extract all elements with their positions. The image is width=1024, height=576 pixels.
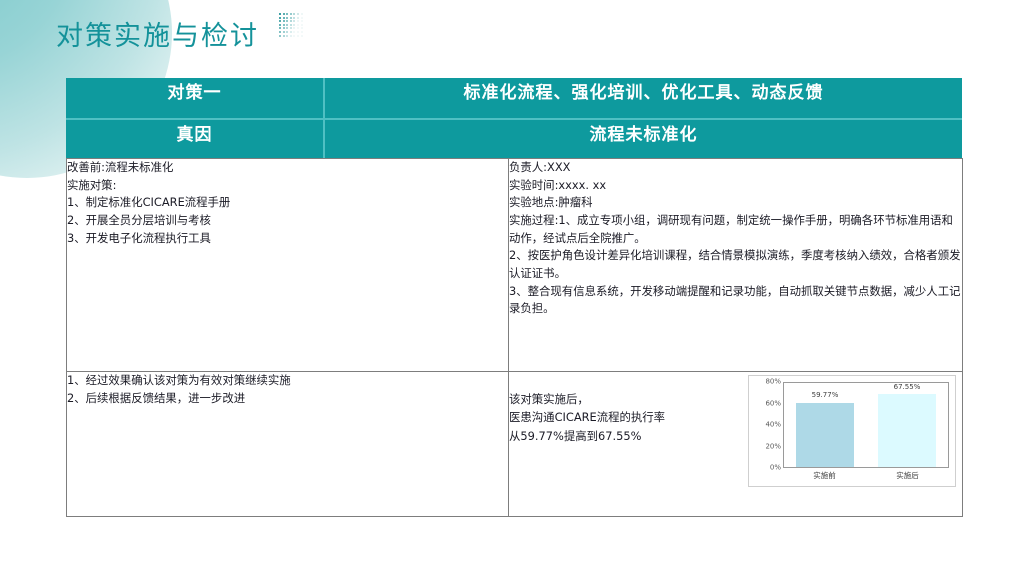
grid-dot xyxy=(282,13,285,15)
grid-dot xyxy=(286,16,289,19)
grid-dot xyxy=(293,13,296,15)
grid-dot xyxy=(289,31,292,33)
grid-dot xyxy=(297,31,299,33)
chart-bar xyxy=(796,402,854,467)
countermeasure-body-table: 改善前:流程未标准化 实施对策: 1、制定标准化CICARE流程手册 2、开展全… xyxy=(66,158,963,517)
header-label-rootcause: 真因 xyxy=(66,119,325,160)
chart-bar-wrap: 59.77% xyxy=(796,383,854,467)
chart-bars: 59.77% 67.55% xyxy=(784,383,948,467)
grid-dot xyxy=(282,27,285,30)
effect-summary-text: 该对策实施后， 医患沟通CICARE流程的执行率 从59.77%提高到67.55… xyxy=(509,391,666,443)
grid-dot xyxy=(282,16,285,19)
chart-y-axis-labels: 80% 60% 40% 20% 0% xyxy=(751,378,781,472)
grid-dot xyxy=(300,31,303,33)
chart-bar xyxy=(878,394,936,467)
chart-data-label: 67.55% xyxy=(893,382,921,391)
countermeasure-table: 对策一 标准化流程、强化培训、优化工具、动态反馈 真因 流程未标准化 xyxy=(66,78,962,160)
grid-dot xyxy=(289,34,292,37)
table-row: 改善前:流程未标准化 实施对策: 1、制定标准化CICARE流程手册 2、开展全… xyxy=(66,158,963,372)
grid-dot xyxy=(282,23,285,26)
grid-dot xyxy=(297,16,299,19)
grid-dot xyxy=(279,23,281,26)
header-value-rootcause: 流程未标准化 xyxy=(324,119,962,160)
dot-grid-decoration xyxy=(279,13,303,37)
chart-bar-wrap: 67.55% xyxy=(878,383,936,467)
grid-dot xyxy=(297,27,299,30)
grid-dot xyxy=(289,20,292,23)
cell-implementation-detail: 负责人:XXX 实验时间:xxxx. xx 实验地点:肿瘤科 实施过程:1、成立… xyxy=(508,158,963,372)
grid-dot xyxy=(279,34,281,37)
grid-dot xyxy=(293,16,296,19)
grid-dot xyxy=(293,27,296,30)
table-header-row-rootcause: 真因 流程未标准化 xyxy=(66,119,962,160)
grid-dot xyxy=(293,23,296,26)
grid-dot xyxy=(286,13,289,15)
grid-dot xyxy=(297,23,299,26)
grid-dot xyxy=(297,20,299,23)
grid-dot xyxy=(289,27,292,30)
chart-y-tick: 0% xyxy=(769,463,781,472)
grid-dot xyxy=(293,20,296,23)
chart-y-tick: 40% xyxy=(765,420,781,429)
table-row: 1、经过效果确认该对策为有效对策继续实施 2、后续根据反馈结果，进一步改进 该对… xyxy=(66,371,963,517)
grid-dot xyxy=(300,27,303,30)
grid-dot xyxy=(286,27,289,30)
chart-x-axis-labels: 实施前 实施后 xyxy=(783,470,949,484)
chart-data-label: 59.77% xyxy=(811,390,839,399)
grid-dot xyxy=(300,13,303,15)
chart-x-tick: 实施前 xyxy=(813,471,836,480)
grid-dot xyxy=(279,31,281,33)
chart-x-tick: 实施后 xyxy=(896,471,919,480)
grid-dot xyxy=(282,34,285,37)
header-value-countermeasure: 标准化流程、强化培训、优化工具、动态反馈 xyxy=(324,78,962,120)
cell-review-conclusion: 1、经过效果确认该对策为有效对策继续实施 2、后续根据反馈结果，进一步改进 xyxy=(66,371,509,517)
grid-dot xyxy=(282,20,285,23)
grid-dot xyxy=(300,20,303,23)
grid-dot xyxy=(300,16,303,19)
grid-dot xyxy=(282,31,285,33)
grid-dot xyxy=(297,13,299,15)
grid-dot xyxy=(279,13,281,15)
grid-dot xyxy=(289,23,292,26)
grid-dot xyxy=(297,34,299,37)
grid-dot xyxy=(279,20,281,23)
grid-dot xyxy=(286,31,289,33)
grid-dot xyxy=(286,23,289,26)
grid-dot xyxy=(286,34,289,37)
cell-before-improvement: 改善前:流程未标准化 实施对策: 1、制定标准化CICARE流程手册 2、开展全… xyxy=(66,158,509,372)
page-title: 对策实施与检讨 xyxy=(56,21,259,52)
grid-dot xyxy=(293,31,296,33)
grid-dot xyxy=(293,34,296,37)
grid-dot xyxy=(279,16,281,19)
chart-y-tick: 80% xyxy=(765,377,781,386)
grid-dot xyxy=(300,23,303,26)
cell-effect-result: 该对策实施后， 医患沟通CICARE流程的执行率 从59.77%提高到67.55… xyxy=(508,371,963,517)
grid-dot xyxy=(286,20,289,23)
grid-dot xyxy=(289,16,292,19)
chart-plot-area: 59.77% 67.55% xyxy=(783,382,949,468)
grid-dot xyxy=(300,34,303,37)
chart-y-tick: 60% xyxy=(765,399,781,408)
grid-dot xyxy=(289,13,292,15)
header-label-countermeasure: 对策一 xyxy=(66,78,325,120)
table-header-row-countermeasure: 对策一 标准化流程、强化培训、优化工具、动态反馈 xyxy=(66,78,962,120)
effect-bar-chart: 80% 60% 40% 20% 0% 59.77% 67.55% 实施前 实施后 xyxy=(748,375,956,487)
chart-y-tick: 20% xyxy=(765,442,781,451)
grid-dot xyxy=(279,27,281,30)
